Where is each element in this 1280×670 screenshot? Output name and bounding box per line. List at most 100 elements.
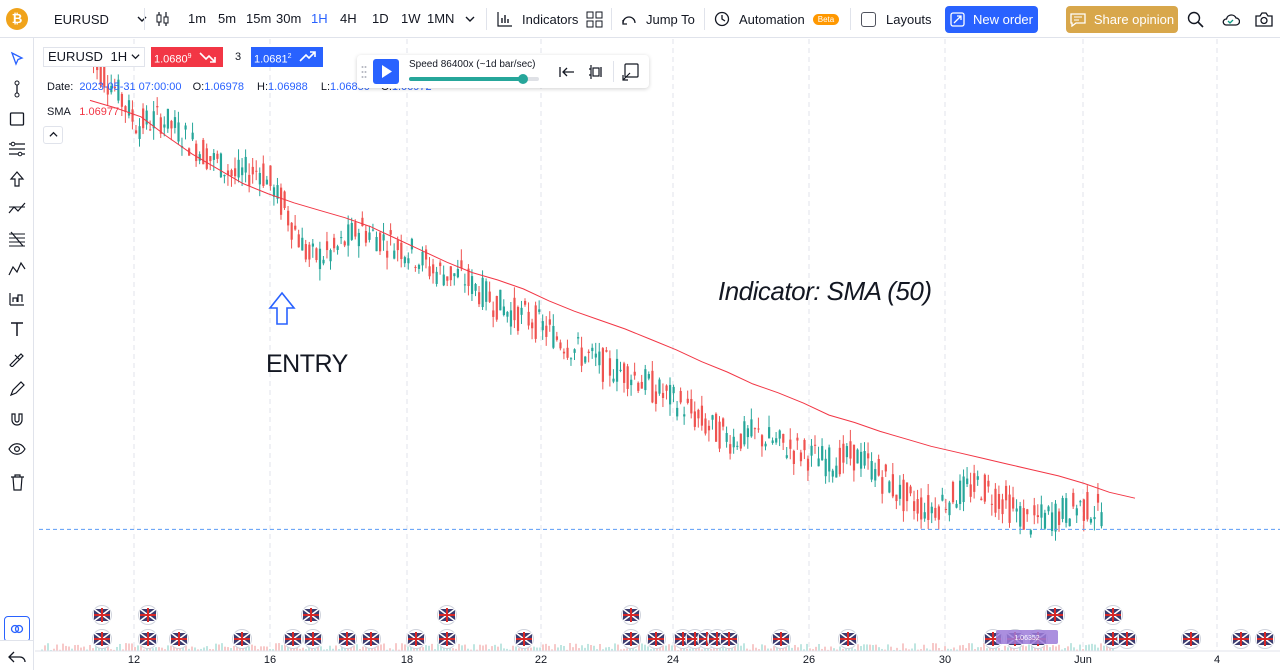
timeframe-1w[interactable]: 1W: [401, 11, 421, 26]
speed-slider-knob[interactable]: [518, 74, 529, 84]
volume-bar: [521, 648, 523, 651]
candle-body: [1043, 512, 1047, 529]
undo-icon[interactable]: [8, 651, 26, 665]
timeframe-15m[interactable]: 15m: [246, 11, 272, 26]
candle-body: [506, 312, 509, 317]
candle-body: [969, 484, 972, 497]
volume-bar: [620, 649, 622, 651]
candle-body: [541, 321, 544, 331]
candles-icon[interactable]: [154, 0, 172, 38]
candle-body: [1068, 518, 1071, 527]
fib-icon[interactable]: [6, 138, 28, 160]
collapse-legend-button[interactable]: [43, 126, 63, 144]
event-flag-icon: [437, 605, 457, 625]
cursor-icon[interactable]: [6, 48, 28, 70]
brush-icon[interactable]: [6, 348, 28, 370]
x-tick-label: 4: [1214, 654, 1220, 666]
arrow-up-icon[interactable]: [6, 168, 28, 190]
candle-body: [315, 248, 318, 260]
volume-bar: [92, 648, 94, 651]
automation-button[interactable]: Automation Beta: [713, 0, 840, 38]
x-tick-label: 24: [667, 654, 679, 666]
candle-body: [608, 358, 612, 376]
layouts-label: Layouts: [886, 11, 932, 27]
indicators-button[interactable]: Indicators: [496, 0, 578, 38]
trend-line-icon[interactable]: [6, 78, 28, 100]
candle-body: [990, 503, 994, 505]
candle-body: [205, 148, 208, 169]
volume-bar: [623, 648, 625, 651]
symbol-search[interactable]: EURUSD: [54, 0, 147, 38]
candle-body: [1093, 517, 1096, 520]
cloud-icon[interactable]: [1221, 0, 1240, 38]
rectangle-icon[interactable]: [6, 108, 28, 130]
play-button[interactable]: [373, 59, 399, 84]
volume-bar: [1061, 649, 1063, 651]
timeframe-30m[interactable]: 30m: [276, 11, 302, 26]
share-opinion-button[interactable]: Share opinion: [1066, 6, 1178, 33]
eye-icon[interactable]: [6, 438, 28, 460]
volume-bar: [149, 648, 151, 651]
timeframe-1d[interactable]: 1D: [372, 11, 389, 26]
volume-bar: [833, 648, 835, 651]
layouts-button[interactable]: Layouts: [861, 0, 932, 38]
volume-bar: [62, 643, 64, 651]
candle-body: [884, 464, 887, 472]
candle-body: [1075, 508, 1078, 516]
timeframe-1h[interactable]: 1H: [311, 11, 328, 26]
camera-icon[interactable]: [1255, 0, 1273, 38]
magnet-icon[interactable]: [6, 408, 28, 430]
entry-annotation[interactable]: ENTRY: [266, 350, 348, 378]
volume-bar: [572, 647, 574, 651]
step-forward-icon[interactable]: [587, 63, 605, 81]
candle-body: [665, 385, 668, 391]
price-chart[interactable]: 12 16 18 22 24 26 30 Jun 4 1.06352: [35, 39, 1280, 670]
candle-body: [778, 430, 781, 439]
patterns-icon[interactable]: [6, 198, 28, 220]
candle-body: [637, 382, 640, 391]
volume-bar: [656, 647, 658, 651]
volume-bar: [752, 644, 754, 651]
search-icon[interactable]: [1187, 0, 1204, 38]
candle-body: [806, 458, 810, 471]
new-order-button[interactable]: New order: [945, 6, 1038, 33]
trash-icon[interactable]: [6, 471, 28, 493]
timeframe-4h[interactable]: 4H: [340, 11, 357, 26]
jump-to-button[interactable]: Jump To: [620, 0, 695, 38]
step-back-icon[interactable]: [558, 63, 576, 81]
timeframe-1mn[interactable]: 1MN: [427, 11, 455, 26]
speed-slider[interactable]: [409, 74, 539, 84]
text-icon[interactable]: [6, 318, 28, 340]
timeframe-1m[interactable]: 1m: [188, 11, 207, 26]
volume-bar: [821, 648, 823, 651]
grid-icon[interactable]: [586, 0, 603, 38]
volume-bar: [518, 648, 520, 651]
candle-body: [1033, 505, 1036, 516]
elliott-icon[interactable]: [6, 258, 28, 280]
candle-body: [584, 356, 587, 363]
indicator-annotation[interactable]: Indicator: SMA (50): [718, 276, 932, 306]
timeframe-more-button[interactable]: [465, 0, 475, 38]
timeframe-5m[interactable]: 5m: [218, 11, 237, 26]
volume-bar: [935, 643, 937, 651]
candle-body: [951, 481, 955, 503]
drag-handle-icon[interactable]: [361, 65, 367, 79]
volume-bar: [956, 649, 958, 651]
exit-replay-icon[interactable]: [622, 63, 640, 81]
gann-icon[interactable]: [6, 228, 28, 250]
trend-up-icon: [299, 51, 316, 62]
volume-bar: [110, 649, 112, 651]
candle-body: [852, 444, 856, 471]
projection-icon[interactable]: [6, 288, 28, 310]
sma-legend[interactable]: SMA 1.06977: [47, 106, 119, 118]
candle-body: [516, 307, 520, 331]
candle-body: [272, 187, 276, 197]
volume-bar: [722, 647, 724, 651]
sell-price-button[interactable]: 1.06809: [151, 47, 223, 67]
pencil-icon[interactable]: [6, 378, 28, 400]
buy-price-button[interactable]: 1.06812: [251, 47, 323, 67]
volume-bar: [383, 643, 385, 651]
link-icon[interactable]: [4, 616, 30, 642]
volume-bar: [359, 648, 361, 651]
legend-symbol[interactable]: EURUSD 1H: [43, 47, 145, 67]
